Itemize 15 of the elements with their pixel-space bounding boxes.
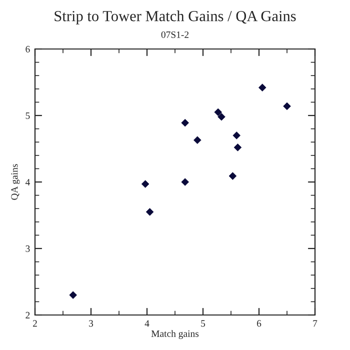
x-tick-label: 4 bbox=[144, 320, 150, 327]
chart-title: Strip to Tower Match Gains / QA Gains bbox=[54, 10, 296, 24]
y-tick-label: 6 bbox=[26, 46, 30, 52]
y-tick-label: 2 bbox=[26, 312, 30, 318]
x-axis-title: Match gains bbox=[151, 330, 199, 339]
y-axis-title: QA gains bbox=[11, 164, 20, 200]
x-tick-label: 7 bbox=[313, 320, 318, 327]
x-tick-label: 5 bbox=[201, 320, 206, 327]
y-tick-label: 5 bbox=[26, 112, 30, 119]
x-tick-label: 6 bbox=[256, 320, 262, 327]
x-tick-label: 2 bbox=[32, 320, 37, 327]
y-tick-label: 3 bbox=[26, 245, 30, 252]
x-tick-label: 3 bbox=[89, 320, 94, 327]
y-tick-label: 4 bbox=[25, 178, 30, 186]
chart-subtitle: 07S1-2 bbox=[161, 31, 189, 38]
